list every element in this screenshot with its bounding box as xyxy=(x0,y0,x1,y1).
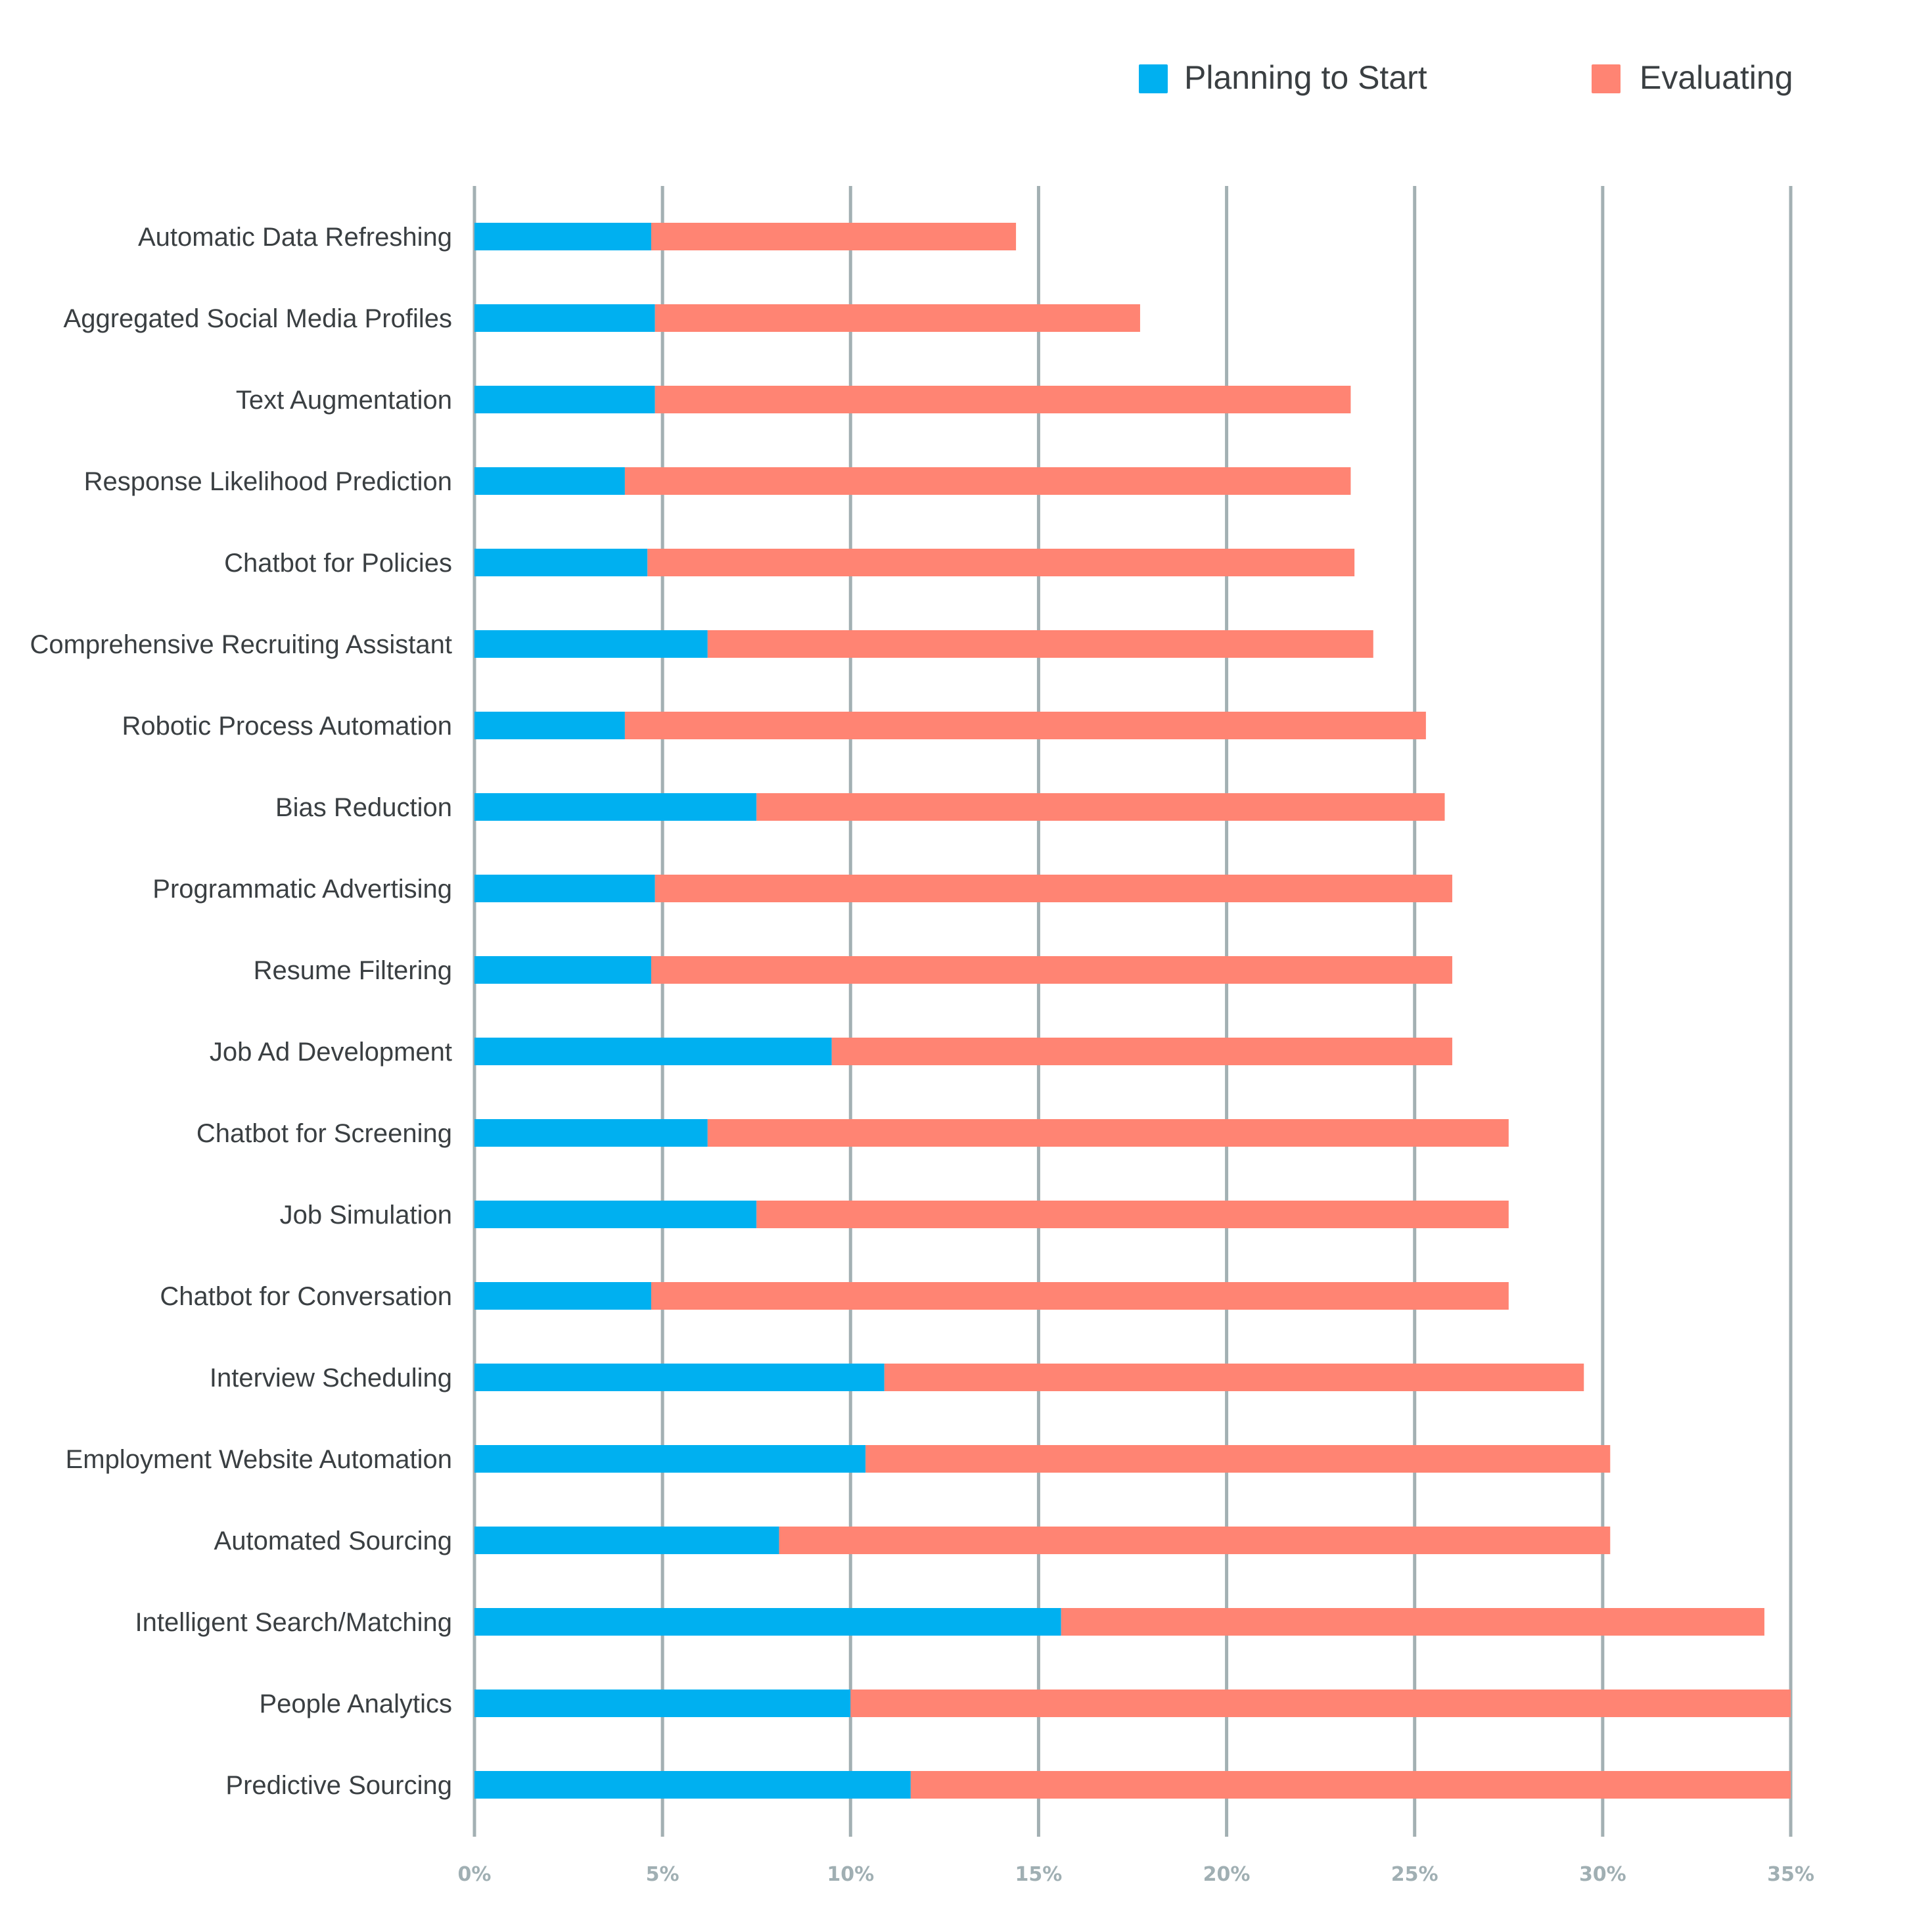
bar-evaluating-chatbot-for-conversation xyxy=(651,1282,1509,1310)
bar-planning-to-start-automatic-data-refreshing xyxy=(474,223,651,250)
bar-evaluating-aggregated-social-media-profiles xyxy=(655,304,1140,332)
bar-evaluating-programmatic-advertising xyxy=(655,875,1452,902)
bar-evaluating-response-likelihood-prediction xyxy=(624,467,1351,495)
bar-planning-to-start-comprehensive-recruiting-assistant xyxy=(474,630,708,658)
bar-evaluating-interview-scheduling xyxy=(884,1364,1584,1391)
category-label-interview-scheduling: Interview Scheduling xyxy=(210,1364,452,1392)
legend-swatch-evaluating xyxy=(1592,64,1621,93)
category-label-response-likelihood-prediction: Response Likelihood Prediction xyxy=(84,467,452,496)
bar-evaluating-people-analytics xyxy=(850,1690,1791,1717)
bar-planning-to-start-predictive-sourcing xyxy=(474,1771,911,1799)
category-label-aggregated-social-media-profiles: Aggregated Social Media Profiles xyxy=(64,304,452,333)
x-tick-label: 25% xyxy=(1391,1863,1438,1886)
category-label-programmatic-advertising: Programmatic Advertising xyxy=(152,875,452,904)
category-label-employment-website-automation: Employment Website Automation xyxy=(66,1445,452,1474)
category-labels: Automatic Data Refreshing Aggregated Soci… xyxy=(30,223,452,1800)
bar-evaluating-bias-reduction xyxy=(756,793,1445,821)
bar-evaluating-resume-filtering xyxy=(651,956,1452,984)
bar-evaluating-chatbot-for-policies xyxy=(647,549,1355,576)
category-label-chatbot-for-policies: Chatbot for Policies xyxy=(224,549,452,578)
bar-evaluating-automated-sourcing xyxy=(779,1527,1611,1554)
bar-planning-to-start-programmatic-advertising xyxy=(474,875,655,902)
category-label-robotic-process-automation: Robotic Process Automation xyxy=(122,712,452,741)
category-label-chatbot-for-screening: Chatbot for Screening xyxy=(196,1119,452,1148)
category-label-job-ad-development: Job Ad Development xyxy=(210,1038,452,1067)
category-label-automated-sourcing: Automated Sourcing xyxy=(214,1527,452,1555)
bar-planning-to-start-response-likelihood-prediction xyxy=(474,467,625,495)
x-tick-label: 35% xyxy=(1767,1863,1814,1886)
bar-planning-to-start-people-analytics xyxy=(474,1690,851,1717)
x-tick-label: 0% xyxy=(458,1863,492,1886)
x-tick-label: 10% xyxy=(827,1863,874,1886)
bar-evaluating-job-simulation xyxy=(756,1201,1509,1228)
bar-planning-to-start-interview-scheduling xyxy=(474,1364,885,1391)
bar-evaluating-employment-website-automation xyxy=(865,1445,1611,1473)
category-label-intelligent-search-matching: Intelligent Search/Matching xyxy=(135,1608,453,1637)
x-axis-tick-labels: 0% 5% 10% 15% 20% 25% 30% 35% xyxy=(458,1863,1814,1886)
x-tick-label: 20% xyxy=(1203,1863,1251,1886)
bar-planning-to-start-robotic-process-automation xyxy=(474,712,625,739)
category-label-people-analytics: People Analytics xyxy=(259,1690,452,1718)
category-label-comprehensive-recruiting-assistant: Comprehensive Recruiting Assistant xyxy=(30,630,452,659)
legend-label-planning-to-start: Planning to Start xyxy=(1184,59,1427,96)
bar-planning-to-start-text-augmentation xyxy=(474,386,655,413)
legend: Planning to Start Evaluating xyxy=(1139,59,1793,96)
gridlines xyxy=(472,186,1793,1837)
bar-planning-to-start-job-ad-development xyxy=(474,1038,832,1065)
bar-planning-to-start-chatbot-for-conversation xyxy=(474,1282,651,1310)
category-label-automatic-data-refreshing: Automatic Data Refreshing xyxy=(138,223,452,252)
category-label-predictive-sourcing: Predictive Sourcing xyxy=(225,1771,452,1800)
bar-evaluating-text-augmentation xyxy=(655,386,1351,413)
category-label-resume-filtering: Resume Filtering xyxy=(254,956,452,985)
bar-planning-to-start-employment-website-automation xyxy=(474,1445,866,1473)
x-tick-label: 30% xyxy=(1579,1863,1626,1886)
bars xyxy=(474,223,1791,1799)
category-label-chatbot-for-conversation: Chatbot for Conversation xyxy=(160,1282,452,1311)
bar-planning-to-start-job-simulation xyxy=(474,1201,757,1228)
category-label-job-simulation: Job Simulation xyxy=(280,1201,452,1230)
x-tick-label: 15% xyxy=(1015,1863,1063,1886)
legend-swatch-planning-to-start xyxy=(1139,64,1168,93)
bar-evaluating-comprehensive-recruiting-assistant xyxy=(707,630,1373,658)
bar-planning-to-start-intelligent-search-matching xyxy=(474,1608,1061,1636)
category-label-text-augmentation: Text Augmentation xyxy=(236,386,452,415)
bar-evaluating-chatbot-for-screening xyxy=(707,1119,1509,1147)
bar-planning-to-start-chatbot-for-policies xyxy=(474,549,648,576)
bar-evaluating-intelligent-search-matching xyxy=(1061,1608,1764,1636)
bar-planning-to-start-bias-reduction xyxy=(474,793,757,821)
x-tick-label: 5% xyxy=(646,1863,679,1886)
bar-evaluating-automatic-data-refreshing xyxy=(651,223,1017,250)
bar-evaluating-job-ad-development xyxy=(831,1038,1452,1065)
legend-label-evaluating: Evaluating xyxy=(1640,59,1793,96)
bar-planning-to-start-resume-filtering xyxy=(474,956,651,984)
category-label-bias-reduction: Bias Reduction xyxy=(275,793,452,822)
bar-planning-to-start-automated-sourcing xyxy=(474,1527,779,1554)
bar-planning-to-start-aggregated-social-media-profiles xyxy=(474,304,655,332)
bar-planning-to-start-chatbot-for-screening xyxy=(474,1119,708,1147)
bar-evaluating-robotic-process-automation xyxy=(624,712,1426,739)
bar-evaluating-predictive-sourcing xyxy=(910,1771,1791,1799)
